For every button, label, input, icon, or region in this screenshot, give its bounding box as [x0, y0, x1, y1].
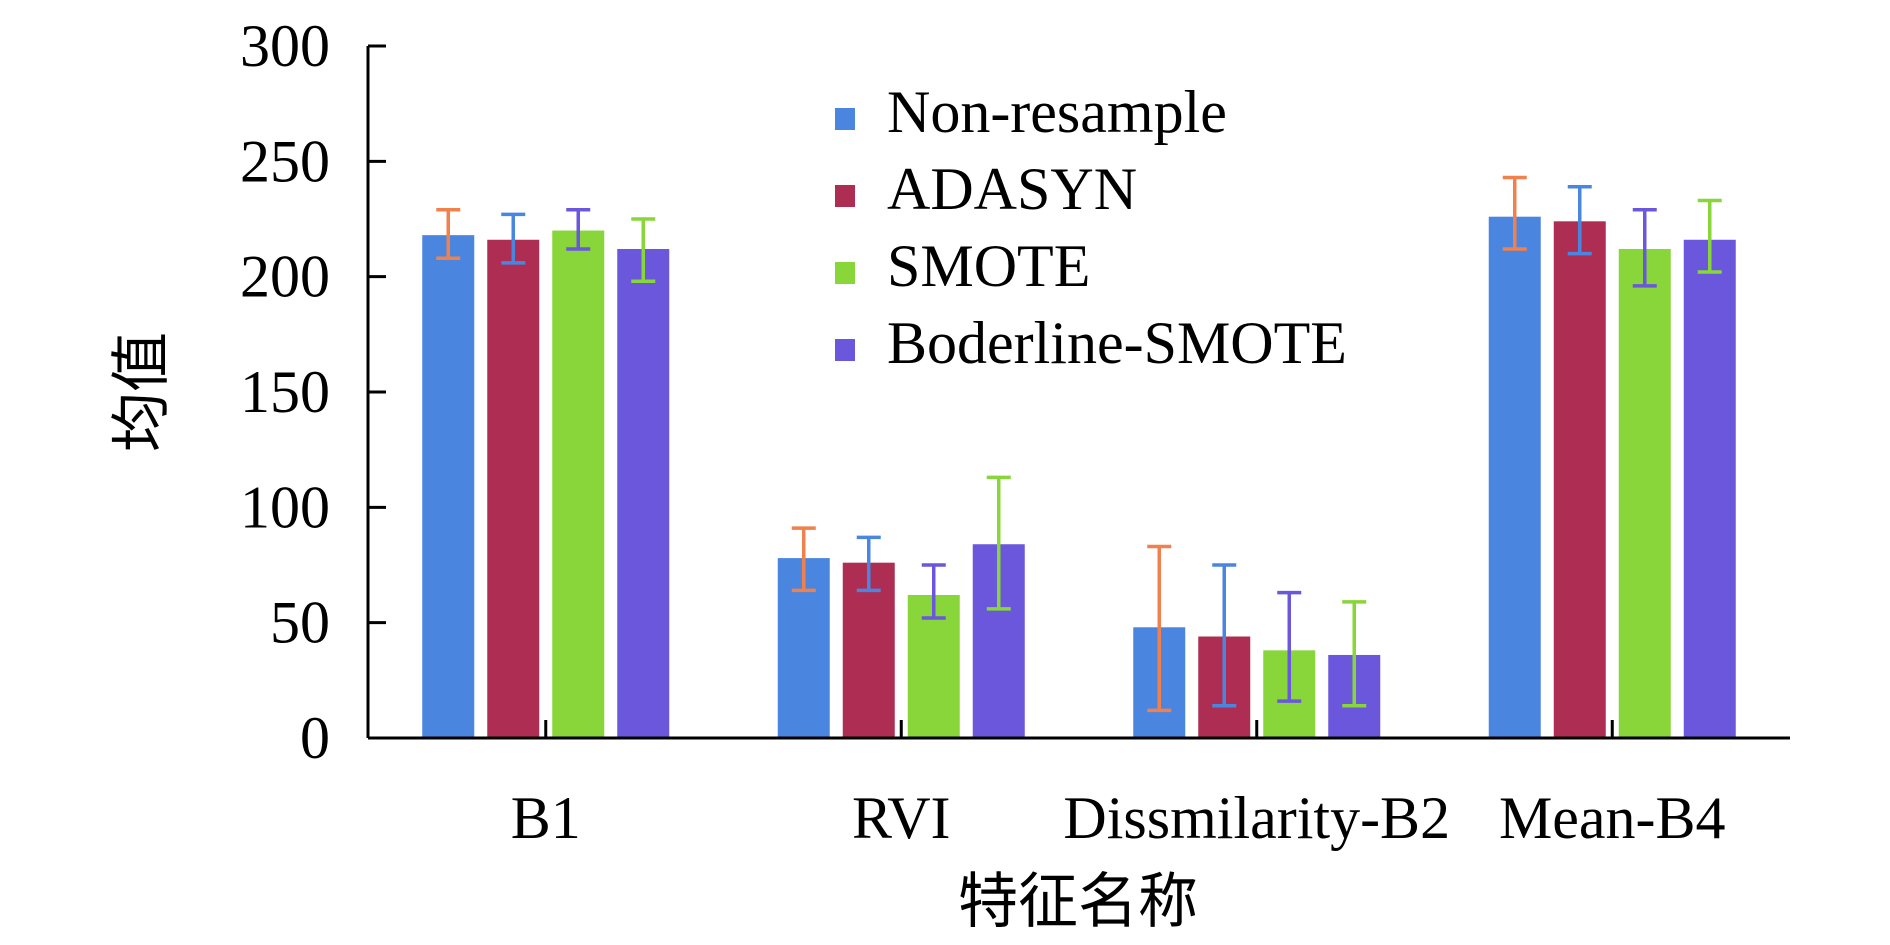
y-tick-label: 200 [240, 244, 330, 310]
legend-label: Boderline-SMOTE [887, 310, 1347, 376]
y-axis-title: 均值 [109, 332, 175, 452]
bar [1618, 248, 1671, 738]
x-tick-label: Dissmilarity-B2 [1063, 785, 1450, 851]
error-bars-layer [436, 175, 1722, 713]
bar [1488, 216, 1541, 738]
x-tick-label: B1 [511, 785, 581, 851]
legend-swatch [835, 339, 855, 361]
legend: Non-resample ADASYN SMOTE Boderline-SMOTE [835, 79, 1347, 376]
legend-label: SMOTE [887, 233, 1090, 299]
y-tick-label: 50 [270, 590, 330, 656]
legend-swatch [835, 185, 855, 207]
legend-label: Non-resample [887, 79, 1227, 145]
bar [1553, 221, 1606, 739]
x-axis-title: 特征名称 [958, 869, 1198, 935]
bar [487, 239, 540, 738]
y-tick-label: 150 [240, 359, 330, 425]
axes-layer: 0 50 100 150 200 250 300 B1 RVI Dissmilarity-B2 Me… [240, 13, 1790, 851]
legend-label: ADASYN [887, 156, 1137, 222]
y-tick-label: 100 [240, 474, 330, 540]
y-tick-label: 250 [240, 128, 330, 194]
y-tick-label: 0 [300, 705, 330, 771]
bars-layer [422, 216, 1736, 739]
bar [1683, 239, 1736, 738]
legend-swatch [835, 108, 855, 130]
bar [617, 248, 670, 738]
x-tick-label: Mean-B4 [1499, 785, 1726, 851]
legend-swatch [835, 262, 855, 284]
bar [422, 235, 475, 738]
x-tick-label: RVI [852, 785, 951, 851]
y-tick-label: 300 [240, 13, 330, 79]
bar [552, 230, 605, 739]
